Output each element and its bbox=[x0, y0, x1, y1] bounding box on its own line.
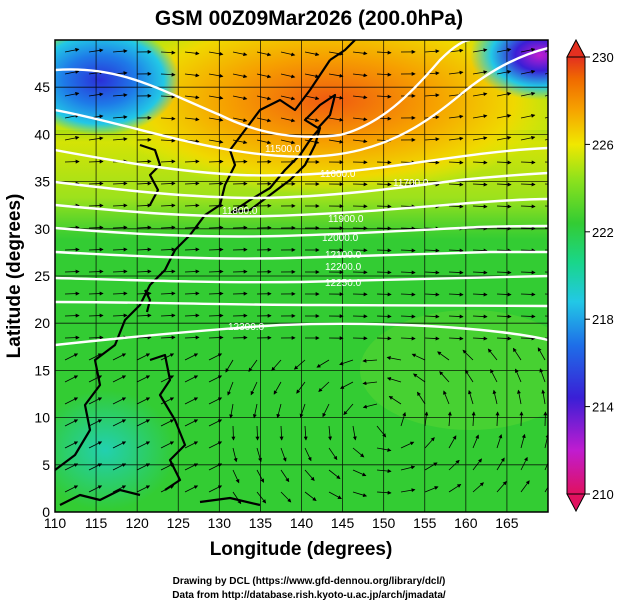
y-tick-label: 30 bbox=[34, 221, 50, 237]
contour-label: 11900.0 bbox=[328, 214, 364, 225]
colorbar-labels: 230 226 222 218 214 210 bbox=[592, 50, 614, 502]
x-tick-label: 160 bbox=[454, 515, 478, 531]
streamline-arrow bbox=[209, 271, 223, 272]
x-tick-label: 115 bbox=[85, 515, 108, 531]
colorbar-label: 210 bbox=[592, 487, 614, 502]
x-tick-label: 140 bbox=[290, 515, 314, 531]
y-tick-label: 15 bbox=[34, 362, 50, 378]
streamline-arrow bbox=[209, 161, 223, 162]
streamline-arrow bbox=[521, 412, 522, 426]
x-tick-label: 135 bbox=[249, 515, 273, 531]
streamline-arrow bbox=[521, 250, 535, 251]
contour-label: 11700.0 bbox=[393, 178, 429, 189]
y-tick-label: 40 bbox=[34, 126, 50, 142]
plot-area: 11500.0 11600.0 11700.0 11800.0 11900.0 … bbox=[20, 5, 610, 512]
x-tick-label: 155 bbox=[413, 515, 437, 531]
colorbar-gradient bbox=[567, 57, 585, 494]
streamline-arrow bbox=[209, 337, 223, 338]
contour-label: 12200.0 bbox=[325, 262, 362, 273]
x-tick-label: 130 bbox=[208, 515, 232, 531]
streamline-arrow bbox=[209, 205, 223, 206]
streamline-arrow bbox=[521, 272, 535, 273]
contour-label: 12000.0 bbox=[322, 233, 359, 244]
streamline-arrow bbox=[521, 184, 535, 185]
colorbar-ticks bbox=[585, 57, 590, 494]
streamline-arrow bbox=[521, 294, 535, 295]
y-tick-label: 5 bbox=[42, 457, 50, 473]
y-tick-label: 20 bbox=[34, 315, 50, 331]
contour-label: 11500.0 bbox=[265, 144, 301, 155]
colorbar-top-arrow bbox=[567, 40, 585, 57]
contour-label: 12300.0 bbox=[228, 322, 265, 333]
x-tick-label: 120 bbox=[125, 515, 149, 531]
x-tick-label: 145 bbox=[331, 515, 355, 531]
colorbar-bottom-arrow bbox=[567, 494, 585, 511]
y-tick-label: 0 bbox=[42, 504, 50, 520]
streamline-arrow bbox=[209, 227, 223, 228]
streamline-arrow bbox=[521, 316, 535, 317]
field-cyan-southwest bbox=[35, 390, 175, 510]
footer-credit: Drawing by DCL (https://www.gfd-dennou.o… bbox=[173, 576, 446, 587]
y-tick-label: 25 bbox=[34, 268, 50, 284]
contour-label: 11600.0 bbox=[320, 169, 356, 180]
x-axis-label: Longitude (degrees) bbox=[210, 539, 393, 560]
x-tick-label: 165 bbox=[495, 515, 519, 531]
streamline-arrow bbox=[209, 249, 223, 250]
streamline-arrow bbox=[521, 338, 535, 339]
colorbar: 230 226 222 218 214 210 bbox=[567, 40, 614, 511]
colorbar-label: 226 bbox=[592, 137, 614, 152]
streamline-arrow bbox=[209, 315, 223, 316]
field-cold-northeast bbox=[470, 10, 610, 100]
contour-label: 12100.0 bbox=[325, 250, 362, 261]
streamline-arrow bbox=[521, 228, 535, 229]
streamline-arrow bbox=[521, 206, 535, 207]
y-tick-labels: 0 5 10 15 20 25 30 35 40 45 bbox=[34, 79, 50, 520]
x-tick-label: 150 bbox=[372, 515, 396, 531]
y-tick-label: 10 bbox=[34, 410, 50, 426]
streamline-arrow bbox=[209, 183, 223, 184]
streamline-arrow bbox=[521, 162, 535, 163]
streamline-arrow bbox=[209, 293, 223, 294]
y-tick-label: 45 bbox=[34, 79, 50, 95]
contour-label: 12250.0 bbox=[325, 278, 362, 289]
colorbar-label: 218 bbox=[592, 312, 614, 327]
x-tick-label: 125 bbox=[167, 515, 191, 531]
contour-label: 11800.0 bbox=[222, 206, 258, 217]
colorbar-label: 214 bbox=[592, 400, 614, 415]
y-axis-label: Latitude (degrees) bbox=[4, 194, 25, 359]
y-tick-label: 35 bbox=[34, 174, 50, 190]
footer-source: Data from http://database.rish.kyoto-u.a… bbox=[172, 590, 446, 601]
map-title: GSM 00Z09Mar2026 (200.0hPa) bbox=[155, 7, 463, 30]
colorbar-label: 230 bbox=[592, 50, 614, 65]
colorbar-label: 222 bbox=[592, 225, 614, 240]
